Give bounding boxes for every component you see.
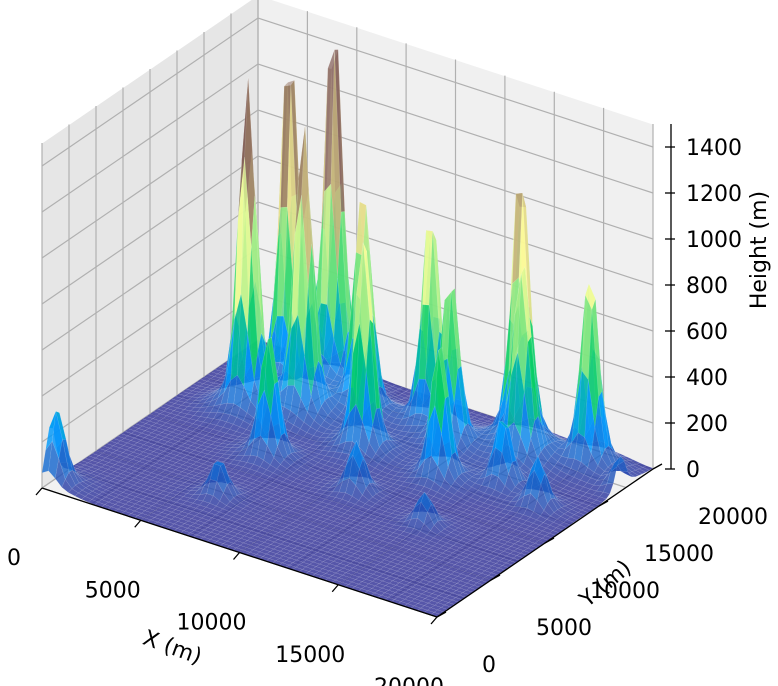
z-tick-label: 200 [686, 412, 728, 437]
surface-patch [424, 595, 436, 601]
surface-patch [148, 505, 160, 511]
surface-patch [478, 518, 490, 524]
x-tick-mark [331, 584, 339, 593]
y-tick-label: 20000 [698, 505, 768, 530]
surface-patch [406, 568, 418, 574]
x-tick-label: 5000 [85, 578, 141, 603]
surface-patch [540, 510, 551, 520]
terrain-surface [41, 49, 654, 618]
surface-patch [428, 593, 440, 599]
z-tick-label: 1200 [686, 182, 742, 207]
y-tick-mark [652, 463, 663, 470]
surface-patch [496, 503, 508, 510]
z-tick-label: 1400 [686, 136, 742, 161]
grid-line-z [41, 17, 654, 167]
surface-patch [635, 468, 647, 475]
y-tick-label: 5000 [536, 616, 592, 641]
surface-patch [442, 542, 454, 549]
z-tick-label: 400 [686, 366, 728, 391]
z-tick-label: 600 [686, 320, 728, 345]
y-tick-mark [598, 500, 609, 507]
surface-patch [403, 570, 415, 576]
z-tick-label: 0 [686, 458, 700, 483]
surface-patch [385, 582, 397, 589]
surface-patch [500, 499, 512, 506]
x-tick-mark [134, 519, 142, 528]
surface-patch [478, 558, 490, 564]
surface-patch [621, 470, 632, 477]
surface-patch [413, 563, 425, 569]
surface-patch [377, 587, 389, 593]
z-tick-label: 800 [686, 274, 728, 299]
surface-patch [503, 541, 515, 547]
surface-patch [460, 571, 472, 577]
x-tick-label: 10000 [177, 611, 247, 636]
x-tick-mark [430, 616, 438, 625]
surface-patch [442, 583, 454, 589]
surface-patch [421, 558, 433, 564]
surface-patch [482, 556, 494, 562]
surface-patch [464, 568, 476, 574]
x-tick-label: 0 [7, 546, 21, 571]
surface-patch [144, 507, 156, 514]
surface-patch [435, 588, 447, 594]
x-tick-mark [233, 552, 240, 560]
surface-patch [609, 456, 621, 473]
surface-patch [595, 496, 607, 503]
surface-patch [220, 453, 232, 459]
surface-patch [446, 581, 458, 587]
surface-patch [453, 576, 465, 582]
x-tick-label: 15000 [275, 643, 345, 668]
y-tick-mark [436, 611, 447, 618]
y-tick-label: 0 [482, 653, 496, 678]
surface-patch [417, 600, 429, 606]
surface-patch [460, 530, 472, 536]
x-tick-mark [35, 487, 43, 496]
surface-patch [500, 544, 512, 550]
surface-patch [496, 546, 508, 552]
y-tick-mark [490, 574, 501, 581]
surface-patch [485, 513, 497, 519]
surface-patch [439, 545, 451, 551]
surface-patch [489, 551, 501, 557]
z-tick-label: 1000 [686, 228, 742, 253]
y-tick-label: 10000 [590, 579, 660, 604]
y-tick-label: 15000 [644, 542, 714, 567]
surface-patch [140, 510, 152, 516]
surface-patch [424, 555, 436, 561]
tick-marks: 0500010000150002000005000100001500020000… [7, 136, 768, 686]
surface-patch [388, 580, 400, 586]
surface-patch [395, 575, 407, 581]
x-tick-label: 20000 [374, 675, 444, 686]
z-axis-label: Height (m) [747, 191, 772, 309]
grid-line-z [41, 63, 654, 213]
surface-patch [563, 519, 575, 526]
y-tick-mark [544, 537, 555, 544]
